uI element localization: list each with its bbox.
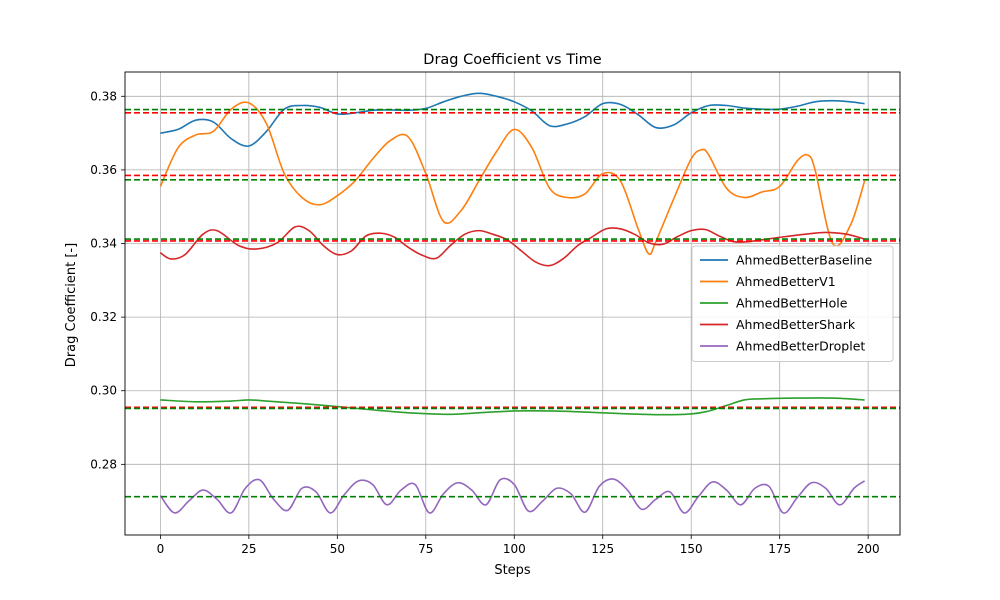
legend: AhmedBetterBaseline AhmedBetterV1 AhmedBet… (691, 245, 894, 362)
axes-frame (124, 71, 901, 536)
x-tick-label: 175 (768, 542, 791, 556)
x-tick-label: 125 (591, 542, 614, 556)
x-tick-label: 75 (418, 542, 433, 556)
x-tick-label: 100 (503, 542, 526, 556)
y-tick-label: 0.34 (90, 237, 117, 251)
legend-label-4: AhmedBetterShark (736, 317, 856, 332)
chart-title: Drag Coefficient vs Time (423, 52, 601, 68)
legend-label-5: AhmedBetterDroplet (736, 339, 865, 354)
x-axis-label: Steps (494, 563, 531, 578)
x-tick-label: 0 (157, 542, 165, 556)
y-tick-label: 0.32 (90, 310, 117, 324)
series-line-3 (160, 397, 865, 416)
legend-label-1: AhmedBetterBaseline (736, 253, 872, 268)
series-line-2 (159, 101, 866, 256)
y-tick-label: 0.28 (90, 457, 117, 471)
plot-content (125, 92, 900, 514)
x-tick-label: 150 (680, 542, 703, 556)
legend-box (691, 245, 894, 362)
y-tick-label: 0.36 (90, 163, 117, 177)
legend-label-2: AhmedBetterV1 (736, 274, 836, 289)
y-axis-label: Drag Coefficient [-] (64, 243, 79, 367)
plot-area: 0 25 50 75 100 125 150 175 200 0.28 0.30 0.32 0.34 0.… (90, 71, 901, 556)
x-tick-label: 25 (241, 542, 256, 556)
y-tick-label: 0.30 (90, 384, 117, 398)
y-tick-label: 0.38 (90, 89, 117, 103)
series-line-1 (160, 92, 865, 147)
series-line-5 (159, 477, 866, 514)
x-tick-label: 50 (330, 542, 345, 556)
legend-label-3: AhmedBetterHole (736, 296, 848, 311)
x-tick-label: 200 (857, 542, 880, 556)
